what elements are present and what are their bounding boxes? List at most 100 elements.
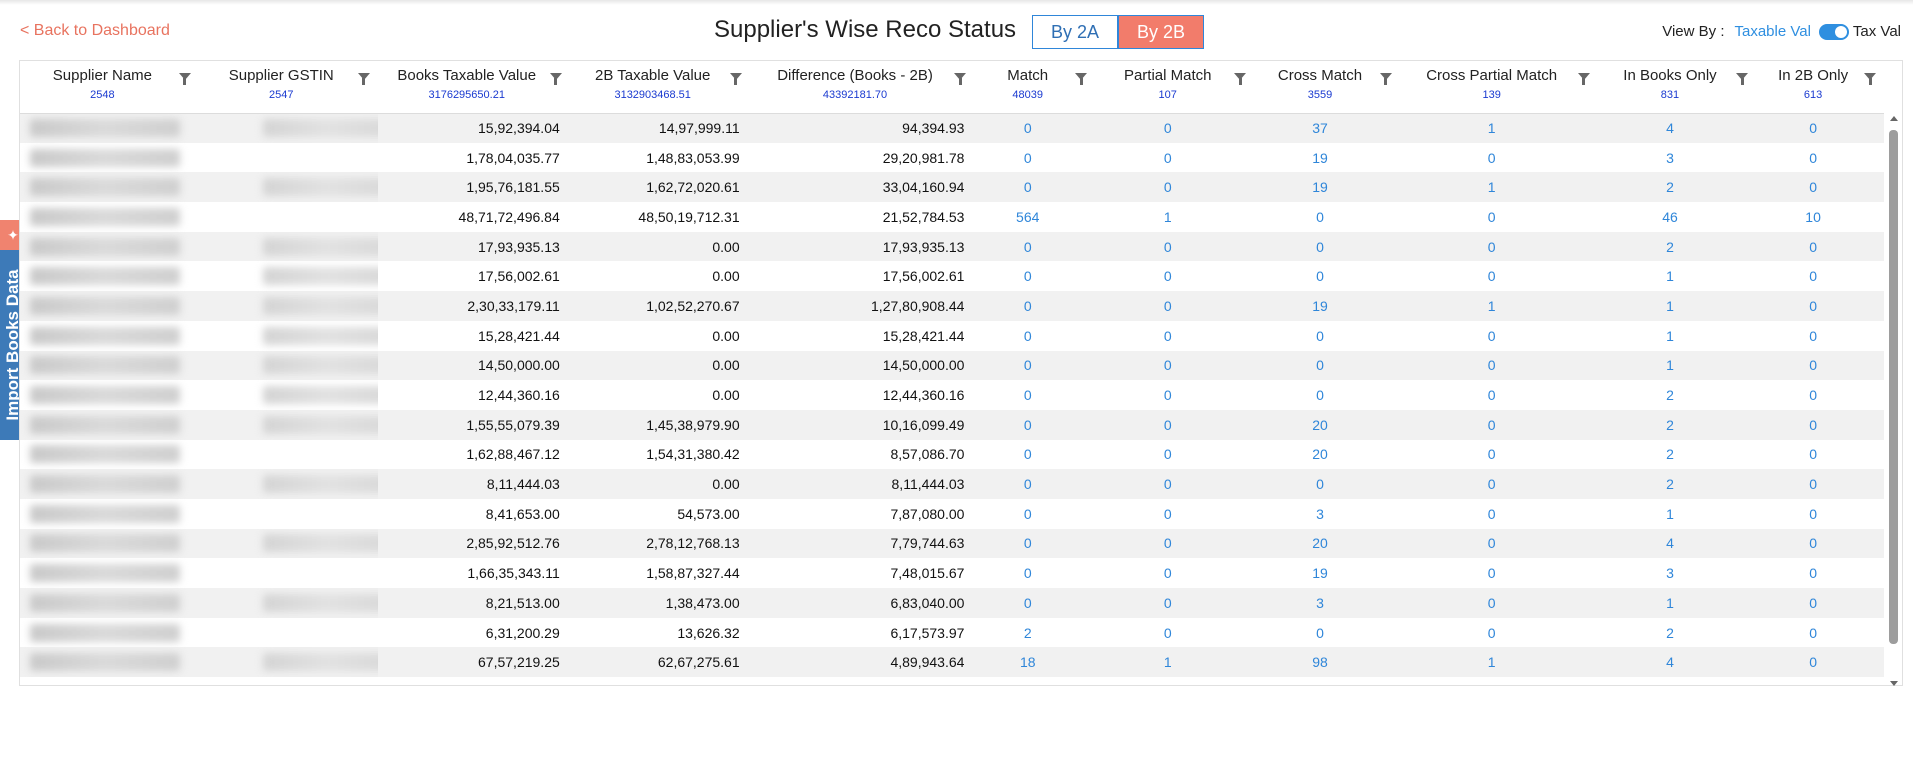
table-row[interactable]: 1,66,35,343.11 1,58,87,327.44 7,48,015.67 0…	[20, 558, 1884, 588]
filter-icon[interactable]	[954, 73, 967, 85]
count-link-cross-partial[interactable]: 1	[1399, 172, 1598, 203]
table-row[interactable]: 67,57,219.25 62,67,275.61 4,89,943.64 18 1 98…	[20, 647, 1884, 678]
count-link-cross-partial[interactable]: 0	[1399, 498, 1598, 529]
filter-icon[interactable]	[729, 73, 742, 85]
count-link-cross[interactable]: 20	[1254, 409, 1400, 440]
filter-icon[interactable]	[1864, 73, 1876, 85]
count-link-books-only[interactable]: 4	[1597, 113, 1757, 143]
table-row[interactable]: 14,50,000.00 0.00 14,50,000.00 0 0 0 0 1 0	[20, 350, 1884, 381]
count-link-cross[interactable]: 0	[1254, 469, 1400, 499]
count-link-match[interactable]: 0	[974, 409, 1096, 440]
count-link-books-only[interactable]: 3	[1597, 142, 1757, 173]
table-row[interactable]: 17,56,002.61 0.00 17,56,002.61 0 0 0 0 1 0	[20, 261, 1884, 292]
count-link-cross-partial[interactable]: 0	[1399, 320, 1598, 351]
count-link-match[interactable]: 0	[974, 320, 1096, 351]
count-link-cross-partial[interactable]: 0	[1399, 588, 1598, 618]
count-link-match[interactable]: 0	[974, 380, 1096, 410]
count-link-cross[interactable]: 98	[1254, 647, 1400, 678]
table-row[interactable]: 15,92,394.04 14,97,999.11 94,394.93 0 0 37 1 4 0	[20, 113, 1884, 143]
count-link-match[interactable]: 0	[974, 469, 1096, 499]
count-link-books-only[interactable]: 2	[1597, 617, 1757, 648]
column-header-difference[interactable]: Difference (Books - 2B) 43392181.70	[749, 61, 975, 114]
count-link-cross[interactable]: 0	[1254, 380, 1400, 410]
table-row[interactable]: 6,31,200.29 13,626.32 6,17,573.97 2 0 0 0 2 0	[20, 617, 1884, 648]
by-2a-button[interactable]: By 2A	[1032, 15, 1118, 49]
count-link-books-only[interactable]: 2	[1597, 380, 1757, 410]
count-link-books-only[interactable]: 2	[1597, 172, 1757, 203]
count-link-cross[interactable]: 0	[1254, 617, 1400, 648]
count-link-books-only[interactable]: 1	[1597, 350, 1757, 381]
count-link-partial[interactable]: 0	[1095, 469, 1255, 499]
count-link-partial[interactable]: 0	[1095, 261, 1255, 292]
column-header-supplier-name[interactable]: Supplier Name 2548	[20, 61, 199, 114]
count-link-cross[interactable]: 0	[1254, 320, 1400, 351]
count-link-cross-partial[interactable]: 0	[1399, 617, 1598, 648]
count-link-b2-only[interactable]: 0	[1756, 261, 1884, 292]
count-link-match[interactable]: 0	[974, 558, 1096, 588]
table-row[interactable]: 8,11,444.03 0.00 8,11,444.03 0 0 0 0 2 0	[20, 469, 1884, 499]
count-link-partial[interactable]: 0	[1095, 588, 1255, 618]
count-link-b2-only[interactable]: 0	[1756, 291, 1884, 321]
count-link-cross-partial[interactable]: 0	[1399, 202, 1598, 232]
column-header-in-books-only[interactable]: In Books Only 831	[1597, 61, 1757, 114]
scroll-up-icon[interactable]	[1890, 116, 1898, 121]
count-link-cross-partial[interactable]: 0	[1399, 142, 1598, 173]
count-link-books-only[interactable]: 4	[1597, 647, 1757, 678]
count-link-cross[interactable]: 20	[1254, 439, 1400, 470]
table-row[interactable]: 1,62,88,467.12 1,54,31,380.42 8,57,086.70 0…	[20, 439, 1884, 470]
count-link-books-only[interactable]: 1	[1597, 291, 1757, 321]
count-link-books-only[interactable]: 46	[1597, 202, 1757, 232]
filter-icon[interactable]	[549, 73, 562, 85]
count-link-match[interactable]: 0	[974, 142, 1096, 173]
table-row[interactable]: 1,78,04,035.77 1,48,83,053.99 29,20,981.78…	[20, 142, 1884, 173]
count-link-match[interactable]: 0	[974, 588, 1096, 618]
count-link-match[interactable]: 0	[974, 498, 1096, 529]
count-link-cross[interactable]: 3	[1254, 498, 1400, 529]
count-link-books-only[interactable]: 2	[1597, 231, 1757, 262]
count-link-b2-only[interactable]: 0	[1756, 380, 1884, 410]
count-link-b2-only[interactable]: 0	[1756, 142, 1884, 173]
count-link-partial[interactable]: 0	[1095, 617, 1255, 648]
count-link-partial[interactable]: 0	[1095, 558, 1255, 588]
count-link-cross[interactable]: 0	[1254, 202, 1400, 232]
count-link-books-only[interactable]: 2	[1597, 439, 1757, 470]
taxable-val-option[interactable]: Taxable Val	[1734, 23, 1811, 40]
count-link-partial[interactable]: 0	[1095, 380, 1255, 410]
count-link-cross-partial[interactable]: 0	[1399, 439, 1598, 470]
count-link-b2-only[interactable]: 0	[1756, 588, 1884, 618]
count-link-b2-only[interactable]: 0	[1756, 113, 1884, 143]
table-row[interactable]: 8,41,653.00 54,573.00 7,87,080.00 0 0 3 0 1 0	[20, 498, 1884, 529]
table-row[interactable]: 1,95,76,181.55 1,62,72,020.61 33,04,160.94…	[20, 172, 1884, 203]
count-link-books-only[interactable]: 2	[1597, 409, 1757, 440]
column-header-in-2b-only[interactable]: In 2B Only 613	[1756, 61, 1884, 114]
column-header-cross-match[interactable]: Cross Match 3559	[1254, 61, 1400, 114]
scrollbar-thumb[interactable]	[1889, 130, 1898, 644]
count-link-books-only[interactable]: 3	[1597, 558, 1757, 588]
count-link-cross-partial[interactable]: 0	[1399, 469, 1598, 499]
count-link-b2-only[interactable]: 0	[1756, 439, 1884, 470]
by-2b-button[interactable]: By 2B	[1118, 15, 1204, 49]
column-header-match[interactable]: Match 48039	[974, 61, 1096, 114]
count-link-books-only[interactable]: 2	[1597, 469, 1757, 499]
count-link-cross[interactable]: 37	[1254, 113, 1400, 143]
column-header-2b-taxable-value[interactable]: 2B Taxable Value 3132903468.51	[569, 61, 750, 114]
filter-icon[interactable]	[178, 73, 191, 85]
count-link-partial[interactable]: 0	[1095, 498, 1255, 529]
count-link-partial[interactable]: 0	[1095, 439, 1255, 470]
column-header-supplier-gstin[interactable]: Supplier GSTIN 2547	[198, 61, 378, 114]
count-link-match[interactable]: 0	[974, 439, 1096, 470]
count-link-b2-only[interactable]: 0	[1756, 528, 1884, 559]
count-link-books-only[interactable]: 1	[1597, 320, 1757, 351]
count-link-cross[interactable]: 19	[1254, 291, 1400, 321]
table-row[interactable]: 1,55,55,079.39 1,45,38,979.90 10,16,099.49…	[20, 409, 1884, 440]
filter-icon[interactable]	[1577, 73, 1590, 85]
count-link-books-only[interactable]: 1	[1597, 588, 1757, 618]
count-link-b2-only[interactable]: 0	[1756, 558, 1884, 588]
count-link-cross-partial[interactable]: 0	[1399, 558, 1598, 588]
count-link-partial[interactable]: 0	[1095, 528, 1255, 559]
count-link-partial[interactable]: 0	[1095, 231, 1255, 262]
count-link-partial[interactable]: 0	[1095, 113, 1255, 143]
count-link-b2-only[interactable]: 0	[1756, 172, 1884, 203]
table-row[interactable]: 2,30,33,179.11 1,02,52,270.67 1,27,80,908.…	[20, 291, 1884, 321]
count-link-match[interactable]: 0	[974, 291, 1096, 321]
